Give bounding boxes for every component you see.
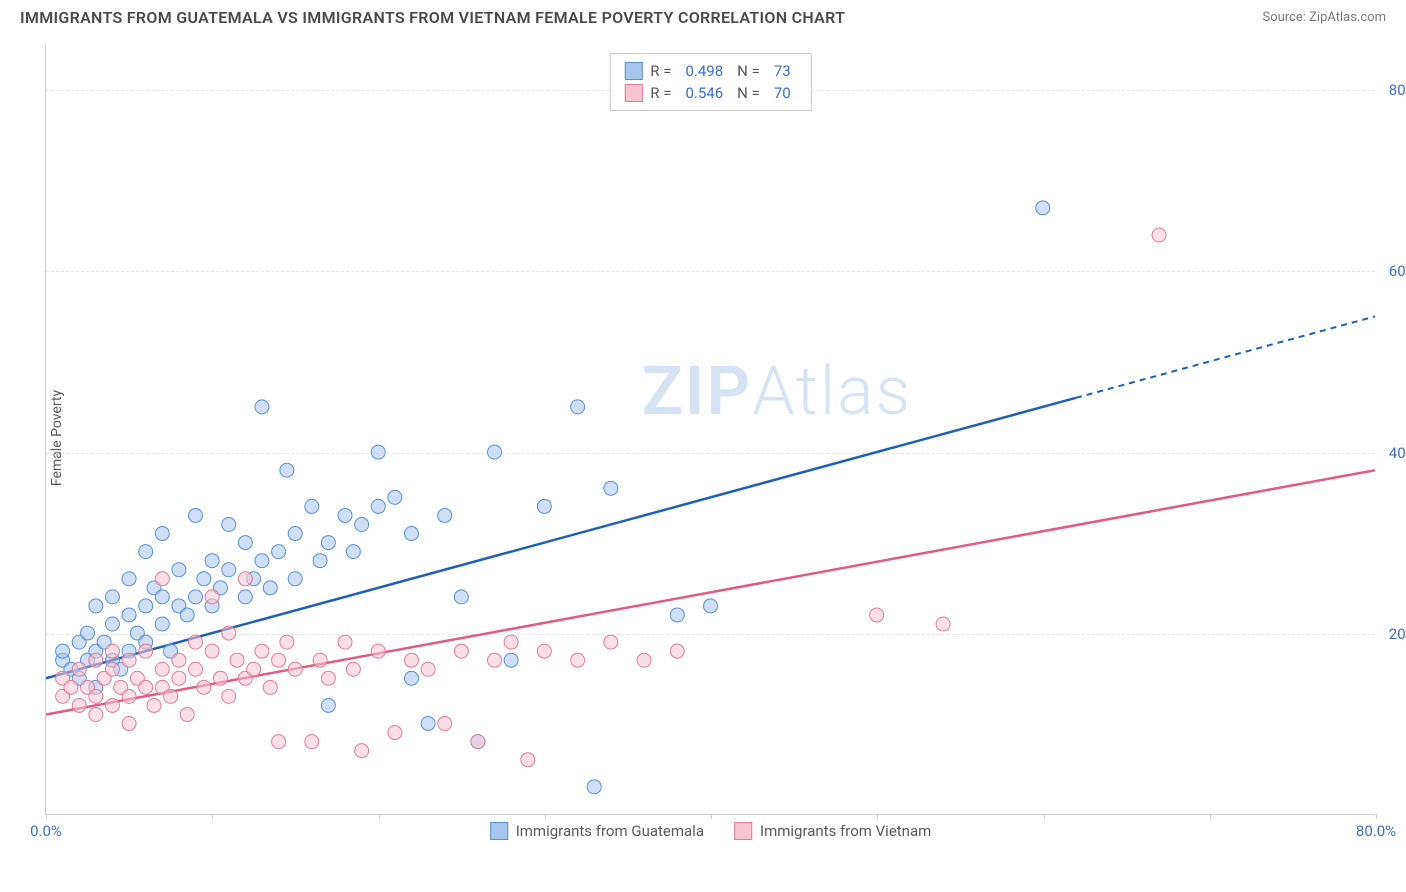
n-value-guatemala: 73 <box>774 62 791 80</box>
legend-item-guatemala: Immigrants from Guatemala <box>490 822 704 840</box>
stats-legend-row: R = 0.498 N = 73 <box>624 60 796 82</box>
stats-legend-row: R = 0.546 N = 70 <box>624 82 796 104</box>
legend-swatch-guatemala <box>624 62 642 80</box>
x-tick-label: 0.0% <box>30 822 62 840</box>
x-tick <box>1376 814 1377 819</box>
x-tick <box>1210 814 1211 819</box>
r-label: R = <box>650 84 671 102</box>
legend-label: Immigrants from Guatemala <box>516 822 704 840</box>
x-tick <box>1044 814 1045 819</box>
y-tick-label: 40.0% <box>1389 444 1406 462</box>
legend-swatch-guatemala <box>490 822 508 840</box>
y-tick-label: 20.0% <box>1389 625 1406 643</box>
r-value-vietnam: 0.546 <box>685 84 723 102</box>
stats-legend: R = 0.498 N = 73 R = 0.546 N = 70 <box>609 53 811 111</box>
chart-title: IMMIGRANTS FROM GUATEMALA VS IMMIGRANTS … <box>20 8 845 27</box>
scatter-svg <box>46 45 1375 814</box>
r-label: R = <box>650 62 671 80</box>
legend-swatch-vietnam <box>624 84 642 102</box>
x-tick <box>46 814 47 819</box>
plot-area: ZIPAtlas R = 0.498 N = 73 R = 0.546 N = … <box>45 45 1375 815</box>
n-label: N = <box>737 62 760 80</box>
x-tick <box>545 814 546 819</box>
r-value-guatemala: 0.498 <box>685 62 723 80</box>
legend-label: Immigrants from Vietnam <box>760 822 931 840</box>
legend-item-vietnam: Immigrants from Vietnam <box>734 822 931 840</box>
series-legend: Immigrants from Guatemala Immigrants fro… <box>490 822 932 840</box>
legend-swatch-vietnam <box>734 822 752 840</box>
source-text: Source: ZipAtlas.com <box>1262 10 1386 25</box>
x-tick-label: 80.0% <box>1356 822 1396 840</box>
n-value-vietnam: 70 <box>774 84 791 102</box>
n-label: N = <box>737 84 760 102</box>
y-tick-label: 60.0% <box>1389 262 1406 280</box>
x-tick <box>379 814 380 819</box>
x-tick <box>877 814 878 819</box>
y-tick-label: 80.0% <box>1389 81 1406 99</box>
x-tick <box>711 814 712 819</box>
x-tick <box>212 814 213 819</box>
chart-container: Female Poverty ZIPAtlas R = 0.498 N = 73… <box>45 45 1375 815</box>
